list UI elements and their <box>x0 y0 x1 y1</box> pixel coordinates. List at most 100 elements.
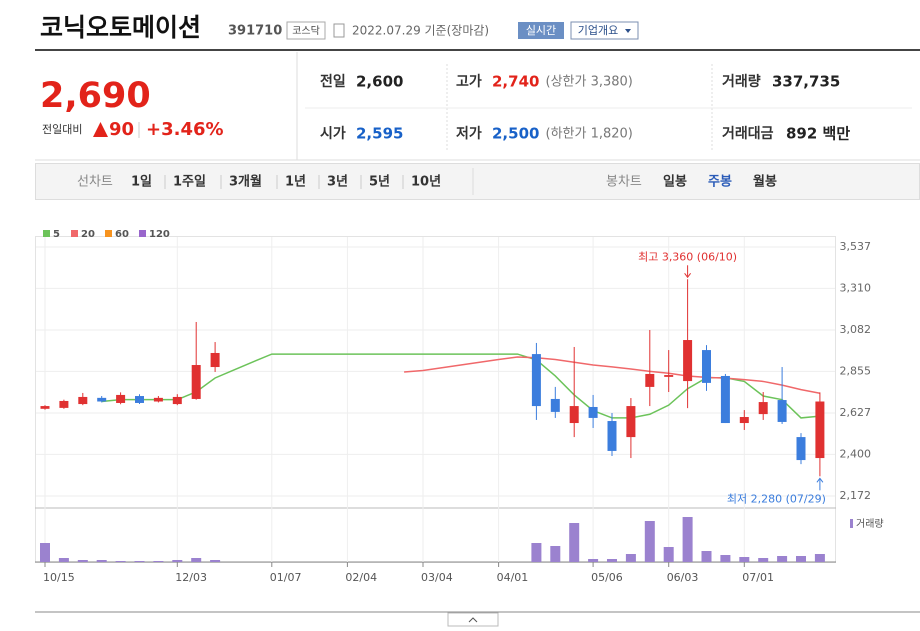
candle-body <box>588 406 598 418</box>
summary-label: 고가 <box>456 74 482 90</box>
period-tab[interactable]: 3년 <box>327 175 348 190</box>
candle-body <box>645 373 655 387</box>
volume-bar <box>588 559 599 562</box>
candle-body <box>626 406 636 438</box>
candle-tab[interactable]: 일봉 <box>663 175 687 190</box>
candle-body <box>664 375 674 377</box>
summary-label: 거래대금 <box>722 126 774 142</box>
volume-bar <box>644 521 655 562</box>
realtime[interactable]: 실시간 <box>526 24 556 37</box>
y-tick-label: 3,310 <box>840 281 872 294</box>
dropdown-arrow <box>625 29 631 33</box>
period-tab[interactable]: 1년 <box>285 175 306 190</box>
volume-bar <box>550 546 561 562</box>
candle-body <box>531 354 541 407</box>
summary-value: 2,595 <box>356 125 403 143</box>
volume-bar <box>77 560 88 562</box>
candle-body <box>815 401 825 459</box>
candle-body <box>153 397 163 402</box>
candle-body <box>135 396 144 403</box>
period-tab[interactable]: 1일 <box>131 175 152 190</box>
company-info[interactable]: 기업개요 <box>578 24 618 37</box>
volume-bar <box>720 555 731 562</box>
summary-value: 892 백만 <box>786 125 850 143</box>
period-tab[interactable]: 10년 <box>411 175 441 190</box>
legend-label: 120 <box>149 229 170 240</box>
period-tab[interactable]: 1주일 <box>173 175 206 190</box>
collapse-button[interactable] <box>447 612 499 627</box>
volume-bar <box>796 556 806 562</box>
candle-body <box>758 402 768 415</box>
legend-swatch <box>139 230 146 237</box>
volume-bar <box>172 560 183 562</box>
calendar-icon <box>333 23 345 38</box>
volume-bar <box>758 558 769 562</box>
candle-tab[interactable]: 주봉 <box>708 175 732 190</box>
market-badge <box>286 21 326 40</box>
x-tick-label: 12/03 <box>175 571 207 584</box>
up-arrow <box>93 122 108 137</box>
candle-body <box>172 396 182 405</box>
candle-body <box>191 365 201 399</box>
volume-bar <box>40 543 50 562</box>
candle-body <box>210 352 220 368</box>
change: 90 <box>109 119 134 140</box>
low-annotation: 최저 2,280 (07/29) <box>727 492 826 505</box>
volume-bar <box>701 551 712 562</box>
date: 2022.07.29 기준(장마감) <box>352 24 489 38</box>
volume-bar <box>115 561 126 562</box>
volume-bar <box>607 559 617 562</box>
summary-value: 2,740 <box>492 73 539 91</box>
candle-body <box>59 400 69 408</box>
summary-note: (상한가 3,380) <box>546 75 633 90</box>
volume-legend-swatch <box>850 519 853 528</box>
candle-body <box>683 340 693 382</box>
volume-bar <box>739 557 750 562</box>
realtime-button[interactable] <box>518 22 564 39</box>
change-rate: +3.46% <box>146 119 224 140</box>
legend-label: 5 <box>53 229 60 240</box>
candle-body <box>97 397 107 402</box>
legend-swatch <box>105 230 112 237</box>
volume-bar <box>569 523 580 562</box>
volume-bar <box>134 561 145 562</box>
volume-legend: 거래량 <box>856 518 884 530</box>
candle-tab[interactable]: 월봉 <box>753 174 777 190</box>
volume-bar <box>58 558 69 562</box>
y-tick-label: 2,855 <box>840 364 872 377</box>
candle-body <box>116 394 126 403</box>
legend-swatch <box>71 230 78 237</box>
period-tab[interactable]: 5년 <box>369 175 390 190</box>
y-tick-label: 2,627 <box>840 406 872 419</box>
volume-bar <box>191 558 202 562</box>
volume-bar <box>663 547 674 562</box>
x-tick-label: 04/01 <box>497 571 529 584</box>
summary-value: 2,600 <box>356 73 403 91</box>
annotation-arrow <box>684 272 691 279</box>
y-tick-label: 2,400 <box>840 447 872 460</box>
y-tick-label: 2,172 <box>840 489 872 502</box>
candle-body <box>40 406 50 409</box>
market: 코스닥 <box>292 25 320 37</box>
stock-name: 코닉오토메이션 <box>40 13 201 42</box>
period-tab[interactable]: 3개월 <box>229 174 262 190</box>
x-tick-label: 07/01 <box>742 571 774 584</box>
volume-bar <box>96 560 107 562</box>
volume-bar <box>153 561 164 562</box>
volume-bar <box>777 556 788 562</box>
summary-value: 337,735 <box>772 73 840 91</box>
candle-body <box>777 400 787 422</box>
tab-group-label: 선차트 <box>77 175 113 190</box>
candle-body <box>720 375 730 424</box>
tab-bar <box>35 163 920 200</box>
candle-body <box>550 398 560 412</box>
y-tick-label: 3,082 <box>840 323 872 336</box>
candle-body <box>607 421 617 451</box>
high-annotation: 최고 3,360 (06/10) <box>638 250 737 263</box>
company-info-button[interactable] <box>570 21 639 40</box>
summary-value: 2,500 <box>492 125 539 143</box>
y-tick-label: 3,537 <box>840 240 872 253</box>
legend-swatch <box>43 230 50 237</box>
